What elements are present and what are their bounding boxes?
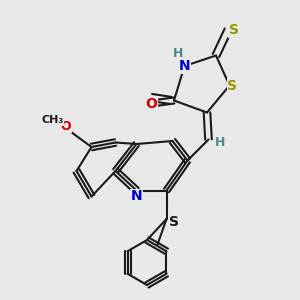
Text: N: N: [179, 59, 190, 73]
Text: O: O: [61, 119, 71, 133]
Text: O: O: [146, 97, 158, 110]
Text: S: S: [169, 215, 179, 229]
Text: CH₃: CH₃: [41, 115, 64, 125]
Text: S: S: [229, 23, 239, 37]
Text: S: S: [227, 79, 238, 92]
Text: H: H: [215, 136, 226, 149]
Text: H: H: [173, 47, 184, 61]
Text: N: N: [131, 190, 142, 203]
